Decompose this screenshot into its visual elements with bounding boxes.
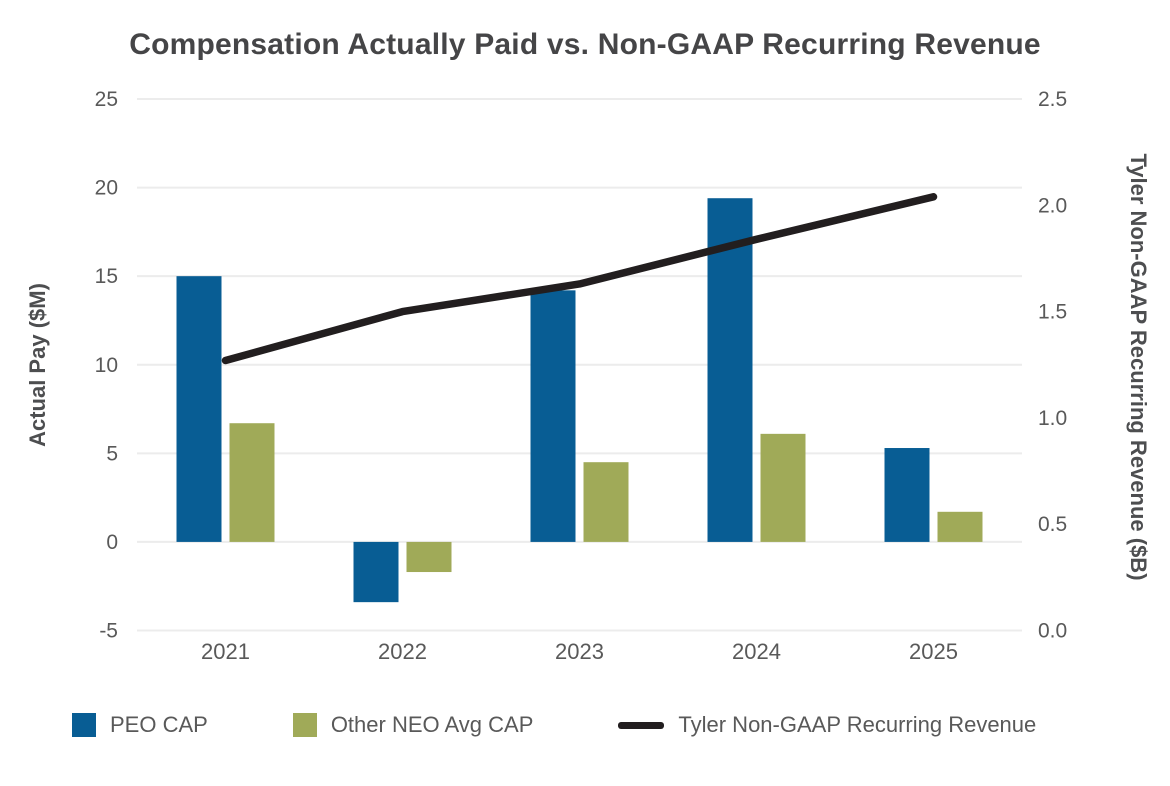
x-axis-tick-label: 2022 bbox=[378, 639, 427, 664]
left-axis-tick-label: 20 bbox=[95, 177, 118, 200]
bar-other-neo-avg-cap-2021 bbox=[229, 423, 275, 542]
plot-area: 25 20 15 10 5 0 -5 2.5 2.0 1.5 1.0 0.5 0.0 2021 2022 20… bbox=[95, 88, 1068, 664]
legend-label-other-neo: Other NEO Avg CAP bbox=[330, 712, 534, 737]
chart-title: Compensation Actually Paid vs. Non-GAAP … bbox=[129, 28, 1041, 61]
bar-peo-cap-2025 bbox=[884, 448, 930, 542]
left-axis-tick-label: 25 bbox=[95, 88, 118, 111]
left-axis-tick-label: 5 bbox=[106, 442, 118, 465]
right-axis-tick-label: 2.0 bbox=[1038, 194, 1067, 217]
legend-item-peo-cap: PEO CAP bbox=[72, 712, 208, 738]
bar-other-neo-avg-cap-2024 bbox=[760, 433, 806, 542]
right-axis-tick-label: 1.5 bbox=[1038, 301, 1067, 324]
peo-cap-swatch-icon bbox=[72, 713, 96, 737]
bar-peo-cap-2021 bbox=[176, 276, 222, 542]
bar-peo-cap-2022 bbox=[353, 541, 399, 603]
left-axis-tick-label: 10 bbox=[95, 354, 118, 377]
right-axis-tick-label: 0.0 bbox=[1038, 620, 1067, 643]
bar-peo-cap-2023 bbox=[530, 290, 576, 542]
left-axis-tick-label: -5 bbox=[99, 620, 118, 643]
bar-other-neo-avg-cap-2022 bbox=[406, 541, 452, 573]
legend-label-peo-cap: PEO CAP bbox=[110, 712, 208, 737]
bar-other-neo-avg-cap-2023 bbox=[583, 462, 629, 542]
left-axis-tick-label: 0 bbox=[106, 531, 118, 554]
x-axis-tick-label: 2023 bbox=[555, 639, 604, 664]
revenue-line-swatch-icon bbox=[618, 721, 665, 729]
legend-item-revenue-line: Tyler Non-GAAP Recurring Revenue bbox=[618, 712, 1036, 738]
right-axis-tick-label: 0.5 bbox=[1038, 513, 1067, 536]
right-axis-tick-label: 1.0 bbox=[1038, 407, 1067, 430]
x-axis-tick-label: 2021 bbox=[201, 639, 250, 664]
left-axis-tick-label: 15 bbox=[95, 265, 118, 288]
legend-item-other-neo-avg-cap: Other NEO Avg CAP bbox=[292, 712, 534, 738]
bar-other-neo-avg-cap-2025 bbox=[937, 511, 983, 542]
right-axis-tick-label: 2.5 bbox=[1038, 88, 1067, 111]
other-neo-swatch-icon bbox=[292, 713, 317, 737]
x-axis-tick-label: 2025 bbox=[909, 639, 958, 664]
legend-label-revenue: Tyler Non-GAAP Recurring Revenue bbox=[678, 712, 1037, 737]
legend: PEO CAP Other NEO Avg CAP Tyler Non-GAAP… bbox=[72, 712, 1036, 738]
x-axis-tick-label: 2024 bbox=[732, 639, 781, 664]
revenue-line bbox=[221, 193, 938, 365]
bar-peo-cap-2024 bbox=[707, 198, 753, 542]
